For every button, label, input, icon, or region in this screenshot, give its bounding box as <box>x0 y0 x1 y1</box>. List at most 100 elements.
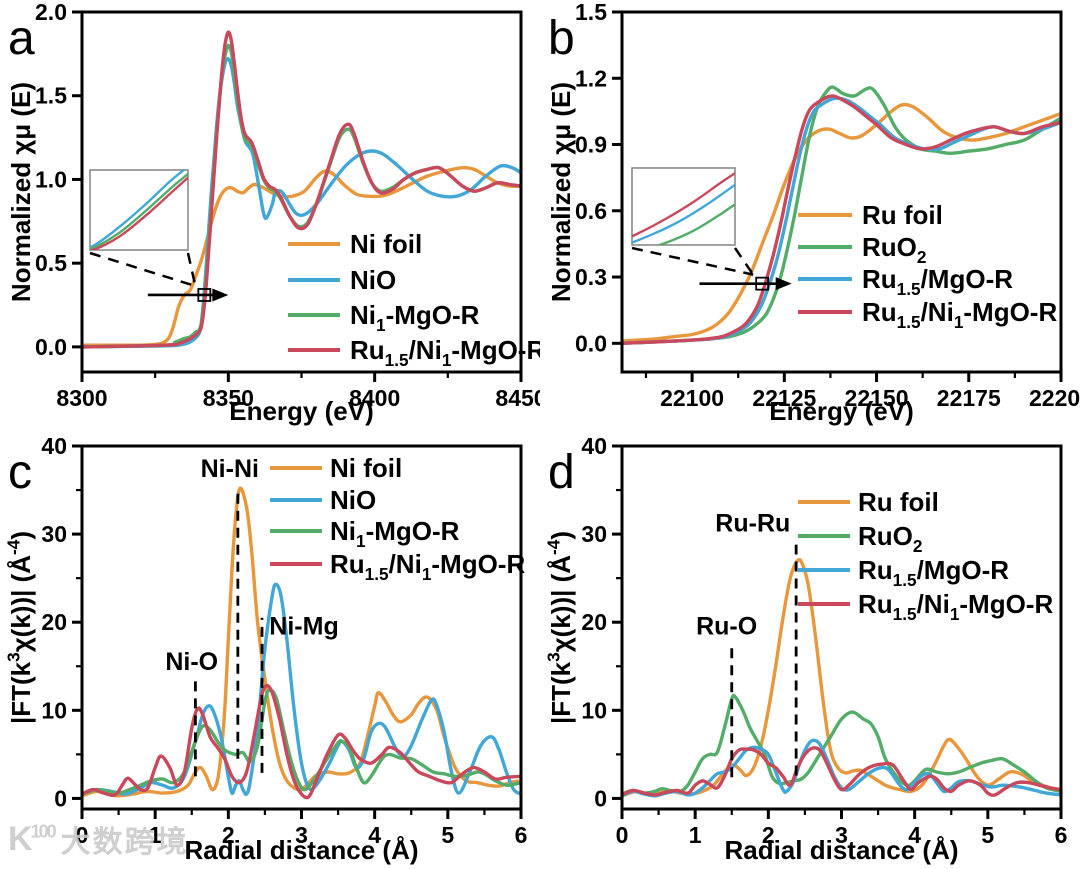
y-tick-label: 30 <box>41 521 67 547</box>
series-line-ru1-5-ni1-mgo-r <box>622 94 1061 345</box>
panel-c-chart: 0 1 2 3 4 5 6 0 10 20 30 40 Radial distance (Å) |FT(k… <box>4 433 528 865</box>
panel-label-a: a <box>8 12 35 65</box>
axis-ticks: 0 1 2 3 4 5 6 0 10 20 30 40 <box>41 433 527 848</box>
y-axis-label: Normalized χμ (E) <box>6 82 36 302</box>
shift-arrowhead-icon <box>775 277 792 291</box>
series-curves <box>82 30 521 349</box>
x-tick-label: 1 <box>689 822 702 848</box>
y-tick-label: 0 <box>594 785 607 811</box>
x-tick-label: 4 <box>368 822 381 848</box>
y-tick-label: 40 <box>581 433 607 459</box>
axes-frame <box>620 10 1063 374</box>
legend-label: RuO2 <box>858 521 922 556</box>
series-line-ni1-mgo-r <box>82 688 521 796</box>
annotation-label-ni-ni: Ni-Ni <box>201 455 259 483</box>
y-axis-label: |FT(k3χ(k))| (Å-4) <box>544 531 576 724</box>
annotation-label-ru-ru: Ru-Ru <box>715 509 790 537</box>
x-tick-label: 8300 <box>56 385 107 411</box>
x-axis-label: Energy (eV) <box>229 396 374 426</box>
panel-d-chart: 0 1 2 3 4 5 6 0 10 20 30 40 Radial distance (Å) |FT(k… <box>544 433 1068 865</box>
panel-c: 0 1 2 3 4 5 6 0 10 20 30 40 Radial distance (Å) |FT(k… <box>0 430 540 869</box>
x-tick-label: 6 <box>1055 822 1068 848</box>
shift-arrowhead-icon <box>212 288 229 302</box>
x-tick-label: 22125 <box>752 385 816 411</box>
y-tick-label: 1.2 <box>575 65 607 91</box>
y-axis-label: Normalized χμ (E) <box>546 82 576 302</box>
series-curves <box>622 557 1061 798</box>
x-tick-label: 3 <box>295 822 308 848</box>
y-tick-label: 0.0 <box>35 334 67 360</box>
y-axis-label: |FT(k3χ(k))| (Å-4) <box>4 531 36 724</box>
y-tick-label: 1.0 <box>35 166 67 192</box>
x-tick-label: 5 <box>981 822 994 848</box>
y-tick-label: 1.5 <box>575 0 607 25</box>
x-tick-label: 6 <box>515 822 528 848</box>
y-tick-label: 0.6 <box>575 198 607 224</box>
legend-label: NiO <box>350 265 396 295</box>
x-tick-label: 2 <box>222 822 235 848</box>
y-tick-label: 0.9 <box>575 132 607 158</box>
y-tick-label: 0.3 <box>575 264 607 290</box>
y-tick-label: 2.0 <box>35 0 67 25</box>
series-line-ru-foil <box>622 557 1061 798</box>
series-line-ru1-5-ni1-mgo-r <box>82 683 521 800</box>
series-line-ru1-5-ni1-mgo-r <box>82 30 521 349</box>
annotation-label-ni-o: Ni-O <box>165 648 218 676</box>
y-tick-label: 10 <box>41 697 67 723</box>
x-tick-label: 22150 <box>845 385 909 411</box>
series-line-ruo2 <box>622 85 1061 345</box>
panel-d: 0 1 2 3 4 5 6 0 10 20 30 40 Radial distance (Å) |FT(k… <box>540 430 1080 869</box>
x-tick-label: 22100 <box>660 385 724 411</box>
x-tick-label: 8400 <box>349 385 400 411</box>
y-tick-label: 20 <box>581 609 607 635</box>
legend-label: Ru1.5/Ni1-MgO-R <box>862 297 1057 332</box>
panel-label-b: b <box>548 12 575 65</box>
panel-label-d: d <box>548 446 575 499</box>
annotation-label-ni-mg: Ni-Mg <box>269 613 338 641</box>
x-tick-label: 0 <box>76 822 89 848</box>
legend-label: Ru1.5/Ni1-MgO-R <box>330 549 525 584</box>
edge-zoom-inset <box>89 169 229 302</box>
y-tick-label: 0.0 <box>575 330 607 356</box>
legend-label: RuO2 <box>862 232 926 267</box>
series-line-ru1-5-ni1-mgo-r <box>622 746 1061 797</box>
x-tick-label: 2 <box>762 822 775 848</box>
legend-label: Ru1.5/Ni1-MgO-R <box>858 589 1053 624</box>
legend-label: Ni foil <box>330 453 402 483</box>
x-tick-label: 0 <box>616 822 629 848</box>
y-tick-label: 10 <box>581 697 607 723</box>
x-tick-label: 4 <box>908 822 921 848</box>
legend-label: Ni1-MgO-R <box>350 300 480 335</box>
series-line-ni-foil <box>82 486 521 798</box>
y-tick-label: 0 <box>54 785 67 811</box>
legend-label: NiO <box>330 485 376 515</box>
panel-label-c: c <box>8 446 32 499</box>
legend-label: Ni foil <box>350 229 422 259</box>
x-tick-label: 1 <box>149 822 162 848</box>
annotation-label-ru-o: Ru-O <box>696 613 757 641</box>
legend-label: Ru1.5/Ni1-MgO-R <box>350 335 540 370</box>
x-tick-label: 8350 <box>203 385 254 411</box>
legend-label: Ru foil <box>862 200 943 230</box>
x-tick-label: 22175 <box>937 385 1001 411</box>
series-curves <box>82 486 521 800</box>
series-line-ni-foil <box>82 165 521 347</box>
y-tick-label: 20 <box>41 609 67 635</box>
edge-zoom-inset <box>631 167 792 291</box>
x-axis-label: Radial distance (Å) <box>184 835 418 865</box>
x-tick-label: 5 <box>441 822 454 848</box>
axis-ticks: 0 1 2 3 4 5 6 0 10 20 30 40 <box>581 433 1067 848</box>
